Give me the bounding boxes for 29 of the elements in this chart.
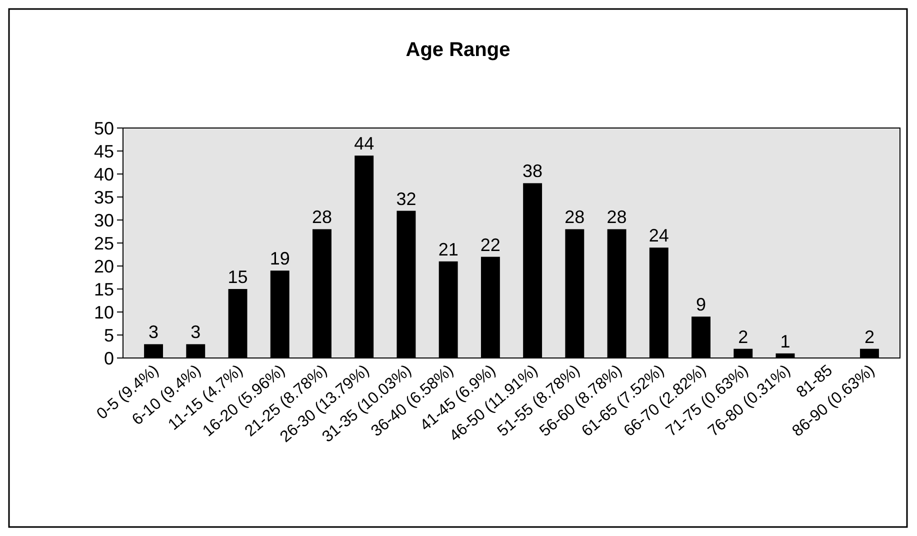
y-tick-label: 25 <box>94 233 114 254</box>
data-label: 24 <box>648 226 669 246</box>
data-label: 38 <box>522 161 543 182</box>
data-label: 28 <box>606 207 627 228</box>
y-tick-label: 0 <box>104 348 114 368</box>
data-label: 3 <box>148 322 159 342</box>
data-label: 19 <box>270 248 290 269</box>
data-label: 15 <box>228 267 248 287</box>
data-label: 2 <box>738 326 748 347</box>
data-label: 32 <box>396 188 416 209</box>
data-label: 22 <box>480 234 500 255</box>
chart-title: Age Range <box>406 39 510 61</box>
data-label: 44 <box>354 134 374 154</box>
y-tick-label: 15 <box>94 279 114 300</box>
data-label: 3 <box>190 322 201 342</box>
data-label: 9 <box>696 294 706 315</box>
data-label: 2 <box>864 326 874 347</box>
data-label: 1 <box>780 331 790 352</box>
data-label: 28 <box>564 207 585 228</box>
y-tick-label: 50 <box>94 118 114 138</box>
y-tick-label: 35 <box>94 187 114 208</box>
data-label: 21 <box>438 239 458 260</box>
y-tick-label: 5 <box>104 325 114 346</box>
y-tick-label: 20 <box>94 256 114 276</box>
y-tick-label: 10 <box>94 302 114 322</box>
y-tick-label: 40 <box>94 164 114 184</box>
data-label: 28 <box>312 207 332 228</box>
y-tick-label: 30 <box>94 210 114 230</box>
y-tick-label: 45 <box>94 141 114 162</box>
